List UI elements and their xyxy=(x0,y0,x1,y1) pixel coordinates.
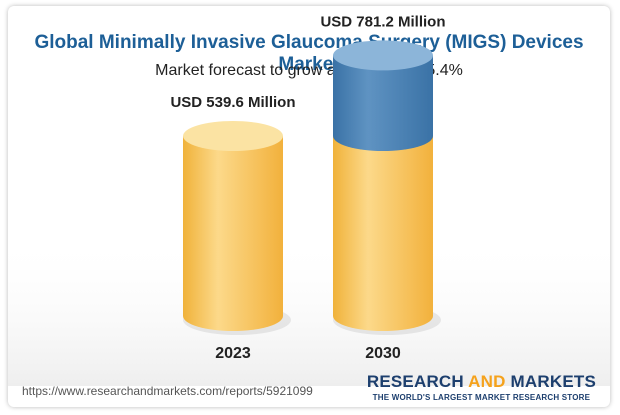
bar-2023-top xyxy=(183,121,283,151)
value-label-2030: USD 781.2 Million xyxy=(320,13,445,30)
research-and-markets-logo: RESEARCH AND MARKETS THE WORLD'S LARGEST… xyxy=(367,372,596,402)
bar-2030-growth-top xyxy=(333,40,433,71)
bar-2023 xyxy=(183,136,283,331)
year-label-2023: 2023 xyxy=(215,345,251,362)
chart-title: Global Minimally Invasive Glaucoma Surge… xyxy=(34,32,584,75)
logo-word-research: RESEARCH xyxy=(366,372,469,391)
chart-card: Global Minimally Invasive Glaucoma Surge… xyxy=(8,6,610,407)
logo-word-markets: MARKETS xyxy=(505,372,596,391)
value-label-2023: USD 539.6 Million xyxy=(170,94,295,111)
bar-2030-growth xyxy=(333,55,433,151)
cylinder-chart: USD 539.6 Million 2023 USD 781.2 Million 20… xyxy=(8,13,610,386)
bar-2030-base xyxy=(333,136,433,331)
logo-tagline: THE WORLD'S LARGEST MARKET RESEARCH STOR… xyxy=(372,393,591,402)
floor-shade xyxy=(8,236,610,386)
logo-wordmark: RESEARCH AND MARKETS xyxy=(367,372,596,392)
year-label-2030: 2030 xyxy=(365,345,401,362)
logo-word-and: AND xyxy=(468,372,506,391)
source-url[interactable]: https://www.researchandmarkets.com/repor… xyxy=(22,384,313,398)
